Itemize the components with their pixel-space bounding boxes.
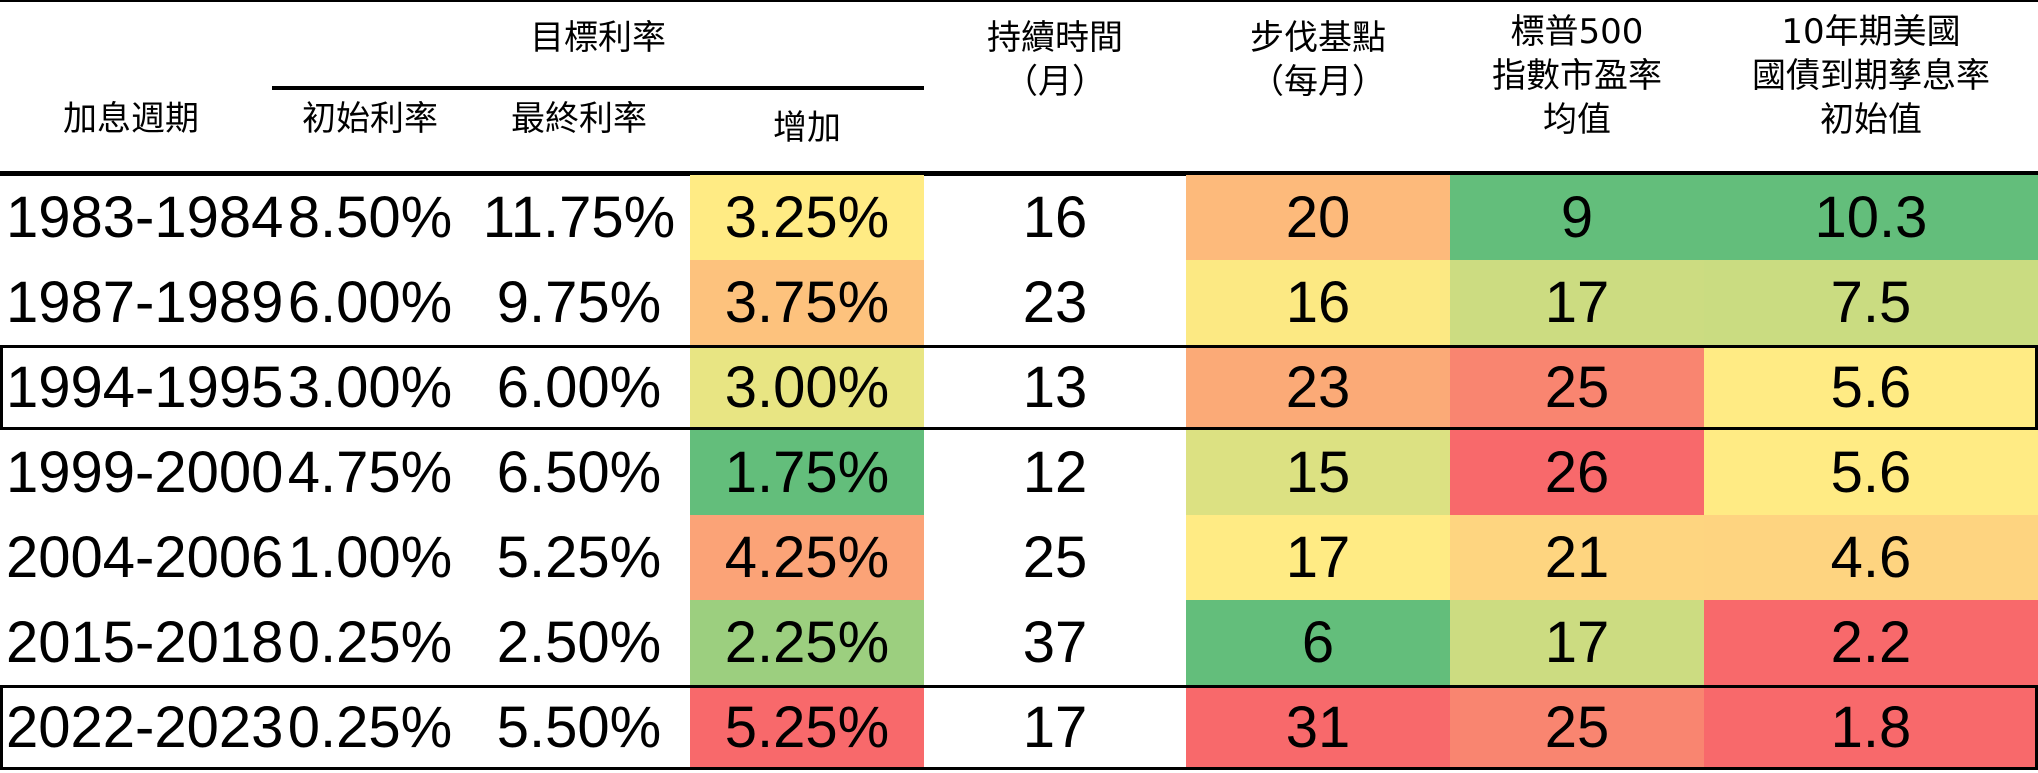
table-row: 2015-2018 0.25% 2.50% 2.25% 37 6 17 2.2 xyxy=(0,600,2038,685)
increase-cell: 3.75% xyxy=(690,260,924,345)
final-rate-cell: 6.50% xyxy=(496,440,662,505)
header-pace: 步伐基點 （每月） xyxy=(1250,18,1386,102)
table-row: 1994-1995 3.00% 6.00% 3.00% 13 23 25 5.6 xyxy=(0,345,2038,430)
duration-cell: 12 xyxy=(1022,440,1088,505)
yield-cell: 1.8 xyxy=(1704,685,2038,770)
final-rate-cell: 11.75% xyxy=(482,185,676,250)
yield-cell: 4.6 xyxy=(1704,515,2038,600)
period-cell: 2004-2006 xyxy=(6,525,284,590)
yield-cell: 5.6 xyxy=(1704,345,2038,430)
initial-rate-cell: 6.00% xyxy=(287,270,453,335)
pace-cell: 15 xyxy=(1186,430,1450,515)
increase-cell: 2.25% xyxy=(690,600,924,685)
duration-cell: 25 xyxy=(1022,525,1088,590)
table-body: 1983-1984 8.50% 11.75% 3.25% 16 20 9 10.3 1987-1… xyxy=(0,175,2038,773)
final-rate-cell: 2.50% xyxy=(496,610,662,675)
header-period: 加息週期 xyxy=(63,99,199,139)
pace-cell: 23 xyxy=(1186,345,1450,430)
period-cell: 1994-1995 xyxy=(6,355,284,420)
table-row: 2022-2023 0.25% 5.50% 5.25% 17 31 25 1.8 xyxy=(0,685,2038,770)
increase-cell: 1.75% xyxy=(690,430,924,515)
duration-cell: 23 xyxy=(1022,270,1088,335)
header-initial-rate: 初始利率 xyxy=(302,99,438,139)
table-header: 加息週期 目標利率 初始利率 最終利率 增加 持續時間 （月） 步伐基點 （每月… xyxy=(0,0,2038,176)
header-divider xyxy=(0,171,2038,176)
period-cell: 1987-1989 xyxy=(6,270,284,335)
target-rate-underline xyxy=(272,86,924,90)
increase-cell: 4.25% xyxy=(690,515,924,600)
pace-cell: 16 xyxy=(1186,260,1450,345)
pe-cell: 17 xyxy=(1450,260,1704,345)
period-cell: 2022-2023 xyxy=(6,695,284,760)
increase-cell: 5.25% xyxy=(690,685,924,770)
table-row: 1999-2000 4.75% 6.50% 1.75% 12 15 26 5.6 xyxy=(0,430,2038,515)
initial-rate-cell: 0.25% xyxy=(287,695,453,760)
header-target-rate: 目標利率 xyxy=(530,18,666,58)
yield-cell: 10.3 xyxy=(1704,175,2038,260)
yield-cell: 2.2 xyxy=(1704,600,2038,685)
header-treasury-yield: 10年期美國 國債到期孳息率 初始值 xyxy=(1752,12,1990,140)
period-cell: 1999-2000 xyxy=(6,440,284,505)
duration-cell: 13 xyxy=(1022,355,1088,420)
period-cell: 1983-1984 xyxy=(6,185,284,250)
increase-cell: 3.25% xyxy=(690,175,924,260)
pe-cell: 9 xyxy=(1450,175,1704,260)
pe-cell: 26 xyxy=(1450,430,1704,515)
period-cell: 2015-2018 xyxy=(6,610,284,675)
increase-cell: 3.00% xyxy=(690,345,924,430)
duration-cell: 17 xyxy=(1022,695,1088,760)
table-row: 2004-2006 1.00% 5.25% 4.25% 25 17 21 4.6 xyxy=(0,515,2038,600)
header-duration: 持續時間 （月） xyxy=(987,18,1123,102)
final-rate-cell: 5.25% xyxy=(496,525,662,590)
duration-cell: 37 xyxy=(1022,610,1088,675)
final-rate-cell: 5.50% xyxy=(496,695,662,760)
table-row: 1987-1989 6.00% 9.75% 3.75% 23 16 17 7.5 xyxy=(0,260,2038,345)
pace-cell: 31 xyxy=(1186,685,1450,770)
initial-rate-cell: 0.25% xyxy=(287,610,453,675)
initial-rate-cell: 4.75% xyxy=(287,440,453,505)
pace-cell: 6 xyxy=(1186,600,1450,685)
duration-cell: 16 xyxy=(1022,185,1088,250)
initial-rate-cell: 8.50% xyxy=(287,185,453,250)
pace-cell: 17 xyxy=(1186,515,1450,600)
pe-cell: 17 xyxy=(1450,600,1704,685)
yield-cell: 7.5 xyxy=(1704,260,2038,345)
final-rate-cell: 9.75% xyxy=(496,270,662,335)
header-increase: 增加 xyxy=(773,108,841,148)
pe-cell: 25 xyxy=(1450,345,1704,430)
pace-cell: 20 xyxy=(1186,175,1450,260)
yield-cell: 5.6 xyxy=(1704,430,2038,515)
header-final-rate: 最終利率 xyxy=(511,99,647,139)
table-row: 1983-1984 8.50% 11.75% 3.25% 16 20 9 10.3 xyxy=(0,175,2038,260)
initial-rate-cell: 1.00% xyxy=(287,525,453,590)
initial-rate-cell: 3.00% xyxy=(287,355,453,420)
pe-cell: 25 xyxy=(1450,685,1704,770)
header-sp500-pe: 標普500 指數市盈率 均值 xyxy=(1492,12,1662,140)
final-rate-cell: 6.00% xyxy=(496,355,662,420)
pe-cell: 21 xyxy=(1450,515,1704,600)
